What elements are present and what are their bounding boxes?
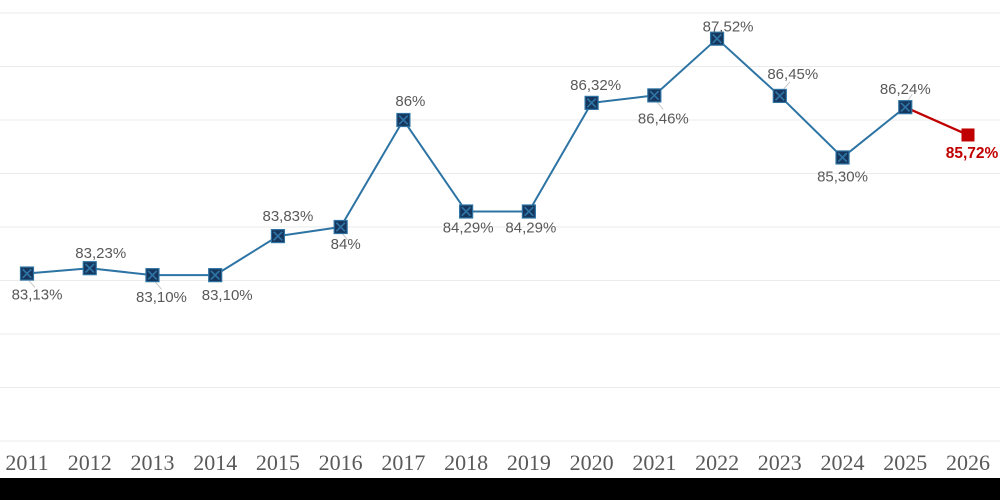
data-point-label: 84,29% [443,219,494,236]
data-point-label: 86% [395,93,425,110]
x-axis-label: 2025 [883,450,927,475]
x-axis-label: 2012 [68,450,112,475]
x-axis-label: 2013 [130,450,174,475]
data-point-label: 83,83% [262,208,313,225]
x-axis-label: 2026 [946,450,990,475]
marker-cross-icon [837,152,848,163]
data-point-label: 86,46% [638,110,689,127]
x-axis-label: 2020 [570,450,614,475]
x-axis-label: 2022 [695,450,739,475]
x-axis-label: 2015 [256,450,300,475]
label-leader-line [342,233,349,241]
data-point-label: 83,13% [12,287,63,304]
label-leader-line [28,280,36,288]
highlight-marker [961,128,975,142]
data-point-label: 86,24% [880,81,931,98]
marker-cross-icon [273,231,283,241]
highlight-segment [904,106,970,137]
label-leader-line [783,81,791,90]
marker-cross-icon [774,91,785,101]
bottom-bar [0,478,1000,500]
highlight-data-label: 85,72% [946,145,999,162]
data-point-label: 84% [331,236,361,253]
marker-cross-icon [335,222,346,232]
marker-cross-icon [523,206,534,217]
label-leader-line [907,93,913,101]
marker-cross-icon [712,33,722,44]
data-point-label: 86,45% [767,66,818,83]
x-axis-label: 2021 [632,450,676,475]
marker-cross-icon [22,268,32,279]
marker-cross-icon [461,206,472,217]
marker-cross-icon [210,270,221,281]
marker-cross-icon [398,115,409,125]
data-point-label: 83,10% [202,287,253,304]
data-point-label: 87,52% [703,19,754,36]
x-axis-label: 2019 [507,450,551,475]
x-axis-label: 2011 [5,450,48,475]
x-axis-label: 2016 [319,450,363,475]
x-axis-label: 2018 [444,450,488,475]
data-point-label: 85,30% [817,168,868,185]
x-axis-label: 2023 [758,450,802,475]
marker-cross-icon [586,97,597,108]
data-point-label: 83,23% [75,245,126,262]
marker-cross-icon [649,90,660,101]
label-leader-line [155,281,162,290]
data-point-label: 83,10% [136,289,187,306]
data-point-label: 84,29% [505,219,556,236]
data-point-label: 86,32% [570,77,621,94]
x-axis-label: 2024 [821,450,865,475]
marker-cross-icon [147,270,158,281]
label-leader-line [656,102,664,110]
marker-cross-icon [84,263,95,274]
marker-cross-icon [900,102,911,113]
x-axis-label: 2017 [381,450,425,475]
line-chart-canvas: 83,13% 83,23% 83,10% 83,10% 83,83% 84% 86% 84,2… [0,12,1000,475]
x-axis-label: 2014 [193,450,237,475]
